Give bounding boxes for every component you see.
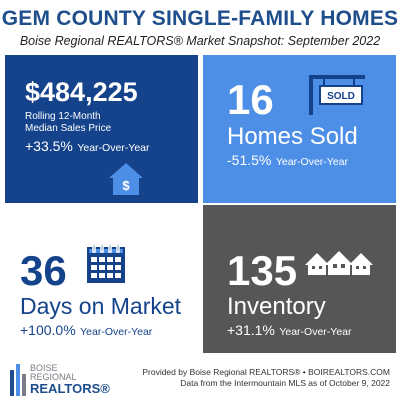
homes-sold-tile: 16 Homes Sold -51.5% Year-Over-Year SOLD (203, 55, 396, 203)
sold-sign-icon: SOLD (309, 75, 365, 115)
sold-sign-text: SOLD (327, 91, 355, 102)
footer-credit: Provided by Boise Regional REALTORS® • B… (142, 367, 390, 389)
homes-sold-label: Homes Sold (227, 123, 358, 150)
median-price-value: $484,225 (25, 77, 138, 107)
homes-sold-value: 16 (227, 76, 274, 123)
inventory-label: Inventory (227, 293, 326, 320)
median-price-label-line2: Median Sales Price (25, 123, 112, 134)
days-on-market-change: +100.0% Year-Over-Year (20, 323, 152, 339)
homes-sold-change-label: Year-Over-Year (275, 156, 348, 168)
svg-text:$: $ (122, 178, 130, 193)
page-title: GEM COUNTY SINGLE-FAMILY HOMES (1, 7, 399, 30)
boise-regional-realtors-logo: BOISE REGIONAL REALTORS® (10, 362, 130, 396)
houses-icon (305, 251, 373, 275)
median-price-tile: $484,225 Rolling 12-Month Median Sales P… (5, 55, 198, 203)
homes-sold-change: -51.5% Year-Over-Year (227, 153, 348, 169)
days-on-market-change-label: Year-Over-Year (80, 326, 153, 338)
header: GEM COUNTY SINGLE-FAMILY HOMES Boise Reg… (0, 0, 400, 52)
page-subtitle: Boise Regional REALTORS® Market Snapshot… (19, 34, 381, 48)
median-price-change: +33.5% Year-Over-Year (25, 139, 150, 155)
inventory-change-value: +31.1% (227, 322, 275, 338)
footer-credit-line2: Data from the Intermountain MLS as of Oc… (180, 378, 390, 388)
median-price-change-label: Year-Over-Year (77, 142, 150, 154)
inventory-tile: 135 Inventory +31.1% Year-Over-Year (203, 205, 396, 353)
calendar-icon (87, 243, 125, 283)
days-on-market-change-value: +100.0% (20, 322, 76, 338)
logo-line2: REGIONAL (30, 372, 77, 382)
median-price-label: Rolling 12-Month Median Sales Price (25, 111, 111, 135)
logo-line3: REALTORS® (30, 381, 110, 396)
inventory-change: +31.1% Year-Over-Year (227, 323, 352, 339)
days-on-market-label: Days on Market (20, 293, 182, 319)
days-on-market-value: 36 (20, 247, 67, 294)
house-dollar-icon: $ (109, 163, 143, 195)
median-price-change-value: +33.5% (25, 138, 73, 154)
footer-credit-line1: Provided by Boise Regional REALTORS® • B… (142, 367, 390, 377)
homes-sold-change-value: -51.5% (227, 152, 272, 168)
inventory-change-label: Year-Over-Year (279, 326, 352, 338)
median-price-label-line1: Rolling 12-Month (25, 111, 101, 122)
logo-mark-icon (10, 364, 26, 396)
inventory-value: 135 (227, 247, 298, 294)
logo-line1: BOISE (30, 363, 58, 373)
days-on-market-tile: 36 Days on Market +100.0% Year-Over-Year (5, 205, 198, 353)
